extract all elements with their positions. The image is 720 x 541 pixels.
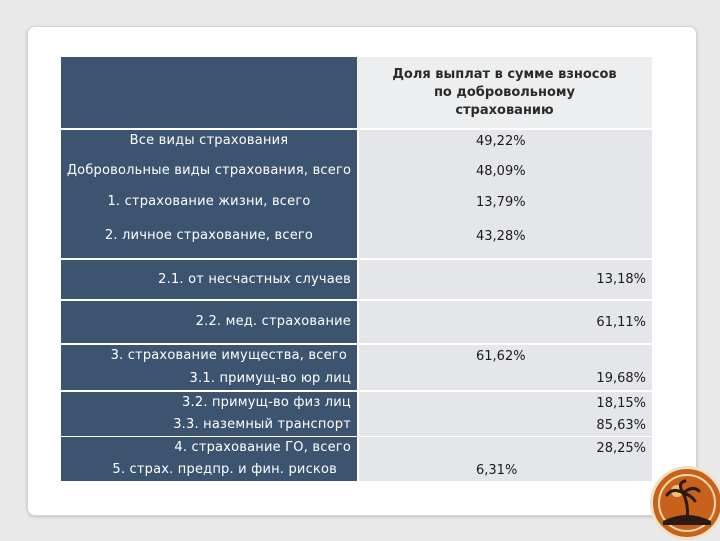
- row-label: Все виды страхования: [61, 130, 357, 152]
- row-label: Добровольные виды страхования, всего: [61, 152, 357, 190]
- row-value: 13,79%: [359, 190, 652, 214]
- row-value: 48,09%: [359, 152, 652, 190]
- row-value: 28,25%: [359, 437, 652, 459]
- row-value: 43,28%: [359, 214, 652, 258]
- row-value: 13,18%: [359, 260, 652, 299]
- row-value: 61,62%: [359, 345, 652, 367]
- row-value: 85,63%: [359, 414, 652, 436]
- row-value: 6,31%: [359, 459, 652, 481]
- table-header-label-cell: [61, 57, 357, 128]
- palm-island-logo-icon: [650, 466, 720, 540]
- row-label: 3.2. примущ-во физ лиц: [61, 392, 357, 414]
- row-label: 2.1. от несчастных случаев: [61, 260, 357, 299]
- row-label: 5. страх. предпр. и фин. рисков: [61, 459, 357, 481]
- row-label: 1. страхование жизни, всего: [61, 190, 357, 214]
- row-value: 19,68%: [359, 367, 652, 390]
- row-label: 4. страхование ГО, всего: [61, 437, 357, 459]
- table-header-value-column: Доля выплат в сумме взносов по доброволь…: [357, 57, 652, 128]
- row-label: 2.2. мед. страхование: [61, 301, 357, 343]
- row-value: 49,22%: [359, 130, 652, 152]
- row-value: 61,11%: [359, 301, 652, 343]
- row-value: 18,15%: [359, 392, 652, 414]
- row-label: 3.3. наземный транспорт: [61, 414, 357, 436]
- row-label: 3. страхование имущества, всего: [61, 345, 357, 367]
- row-label: 3.1. примущ-во юр лиц: [61, 367, 357, 390]
- row-label: 2. личное страхование, всего: [61, 214, 357, 258]
